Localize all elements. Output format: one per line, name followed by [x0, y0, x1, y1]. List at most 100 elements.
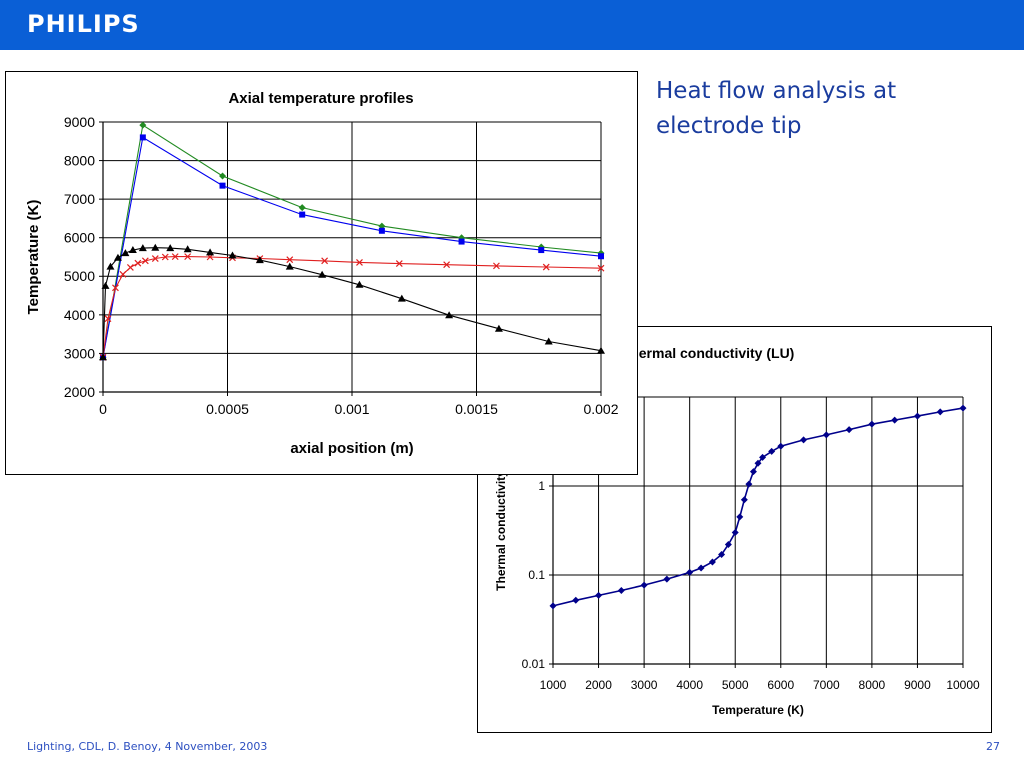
chart1-data-point: [285, 262, 294, 270]
chart2-x-tick-label: 3000: [631, 678, 658, 692]
chart1-data-point: [121, 249, 130, 257]
chart2-x-axis-label: Temperature (K): [712, 703, 804, 717]
chart2-series-line: [552, 407, 964, 607]
chart1-x-tick-label: 0: [99, 401, 107, 417]
chart2-data-point: [754, 459, 762, 467]
chart1-data-point: [542, 263, 550, 271]
chart2-data-point: [768, 447, 776, 455]
chart2-series-0: [549, 404, 967, 610]
chart1-data-point: [597, 346, 605, 354]
chart1-series-line: [102, 124, 602, 358]
chart1-data-point: [255, 256, 264, 264]
chart1-y-tick-label: 5000: [64, 268, 95, 284]
chart1-y-tick-label: 9000: [64, 114, 95, 130]
chart1-data-point: [228, 251, 237, 259]
chart2-data-point: [800, 436, 808, 444]
chart1-data-point: [134, 259, 142, 267]
chart1-data-point: [356, 258, 363, 266]
chart2-x-tick-label: 6000: [767, 678, 794, 692]
chart1-data-point: [598, 253, 604, 260]
chart1-data-point: [101, 281, 110, 289]
chart1-data-point: [99, 353, 107, 361]
chart2-data-point: [686, 568, 694, 576]
chart1-data-point: [219, 172, 227, 180]
chart1-data-point: [355, 280, 364, 288]
chart2-data-point: [736, 513, 744, 521]
chart1-data-point: [139, 134, 146, 141]
chart2-data-point: [724, 541, 732, 549]
chart1-data-point: [378, 227, 385, 234]
chart2-data-point: [697, 564, 705, 572]
chart2-x-tick-label: 1000: [540, 678, 567, 692]
chart1-y-tick-label: 8000: [64, 152, 95, 168]
chart1-data-point: [318, 270, 327, 278]
chart1-data-point: [138, 244, 147, 252]
chart1-y-axis-label: Temperature (K): [25, 200, 42, 315]
chart1-data-point: [113, 253, 122, 261]
chart1-x-tick-label: 0.001: [334, 401, 369, 417]
chart2-x-tick-label: 10000: [946, 678, 980, 692]
chart2-data-point: [731, 529, 739, 537]
chart2-data-point: [549, 602, 557, 610]
chart1-y-tick-label: 7000: [64, 191, 95, 207]
chart1-data-point: [443, 261, 451, 269]
chart1-y-tick-label: 2000: [64, 384, 95, 400]
chart1-data-point: [492, 262, 500, 270]
chart1-series-1: [100, 134, 604, 361]
chart1-x-axis-label: axial position (m): [290, 440, 413, 457]
chart1-data-point: [128, 246, 137, 254]
chart1-data-point: [538, 247, 545, 254]
chart2-data-point: [745, 480, 753, 488]
chart1-data-point: [166, 244, 175, 252]
chart1-data-point: [597, 264, 605, 272]
chart1-data-point: [397, 294, 406, 302]
chart2-data-point: [759, 453, 767, 461]
chart1-data-point: [183, 245, 192, 253]
chart2-y-tick-label: 1: [538, 479, 545, 493]
chart1-data-point: [184, 253, 192, 261]
footer-credit: Lighting, CDL, D. Benoy, 4 November, 200…: [27, 740, 268, 753]
chart2-y-axis-label: Thermal conductivity: [494, 470, 508, 591]
chart2-data-point: [959, 404, 967, 412]
chart1-x-tick-label: 0.0015: [455, 401, 498, 417]
chart2-data-point: [740, 496, 748, 504]
chart1-data-point: [126, 263, 134, 271]
chart2-data-point: [822, 431, 830, 439]
chart1-y-tick-label: 6000: [64, 230, 95, 246]
chart1-series-3: [99, 243, 605, 361]
philips-logo: PHILIPS: [27, 10, 140, 38]
chart1-data-point: [299, 211, 306, 218]
chart2-x-tick-label: 8000: [859, 678, 886, 692]
chart2-data-point: [572, 596, 580, 604]
chart1-data-point: [151, 255, 159, 262]
chart2-x-tick-label: 5000: [722, 678, 749, 692]
chart2-data-point: [749, 468, 757, 476]
chart1-series-line: [102, 136, 602, 358]
chart2-data-point: [718, 550, 726, 558]
chart2-y-tick-label: 0.01: [522, 657, 546, 671]
chart1-data-point: [161, 253, 169, 261]
chart2-y-tick-label: 0.1: [528, 568, 545, 582]
chart2-data-point: [777, 442, 785, 450]
chart1-data-point: [141, 257, 149, 265]
chart1-data-point: [119, 270, 127, 278]
chart1-data-point: [458, 238, 465, 245]
chart1-y-tick-label: 4000: [64, 307, 95, 323]
chart2-data-point: [845, 426, 853, 434]
slide-title: Heat flow analysis at electrode tip: [656, 78, 897, 139]
chart2-data-point: [617, 586, 625, 594]
chart1-data-point: [395, 260, 403, 267]
chart1-data-point: [219, 182, 226, 189]
chart1-data-point: [286, 256, 294, 264]
axial-temperature-chart: 0 0.0005 0.001 0.0015 0.002 2000 3000 4000 5000 6…: [5, 71, 638, 475]
chart1-data-point: [151, 243, 160, 251]
chart1-title: Axial temperature profiles: [228, 90, 413, 107]
chart2-data-point: [640, 581, 648, 589]
chart2-data-point: [936, 408, 944, 416]
chart1-data-point: [445, 311, 454, 319]
chart1-data-point: [106, 262, 115, 270]
chart1-x-tick-label: 0.002: [583, 401, 618, 417]
chart1-x-tick-label: 0.0005: [206, 401, 249, 417]
chart1-data-point: [206, 248, 215, 256]
chart1-data-point: [104, 315, 112, 323]
